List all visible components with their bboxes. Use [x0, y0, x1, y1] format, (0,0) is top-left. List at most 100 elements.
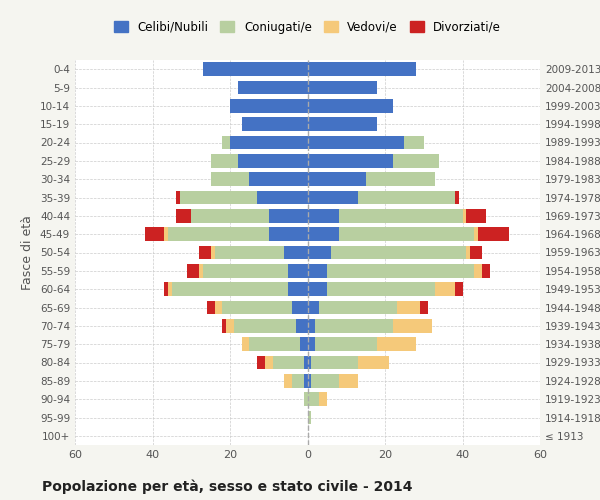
Bar [308, 228, 338, 241]
Bar [145, 228, 164, 241]
Bar [191, 209, 269, 222]
Bar [168, 228, 269, 241]
Bar [319, 392, 327, 406]
Bar [474, 264, 482, 278]
Bar [199, 264, 203, 278]
Bar [327, 264, 474, 278]
Text: Popolazione per età, sesso e stato civile - 2014: Popolazione per età, sesso e stato civil… [42, 480, 413, 494]
Bar [257, 356, 265, 370]
Bar [308, 319, 315, 332]
Bar [164, 228, 168, 241]
Bar [215, 300, 222, 314]
Bar [292, 374, 304, 388]
Bar [222, 136, 230, 149]
Bar [308, 80, 377, 94]
Bar [365, 172, 436, 186]
Bar [331, 246, 466, 260]
Bar [315, 319, 393, 332]
Bar [463, 209, 466, 222]
Bar [308, 99, 393, 112]
Bar [172, 282, 288, 296]
Bar [377, 338, 416, 351]
Bar [179, 190, 257, 204]
Bar [292, 300, 308, 314]
Bar [308, 264, 327, 278]
Bar [420, 300, 428, 314]
Bar [397, 300, 420, 314]
Bar [176, 190, 179, 204]
Bar [466, 209, 486, 222]
Bar [288, 282, 308, 296]
Bar [308, 374, 311, 388]
Bar [187, 264, 199, 278]
Bar [308, 118, 377, 131]
Bar [393, 319, 431, 332]
Bar [304, 392, 308, 406]
Bar [215, 246, 284, 260]
Bar [311, 374, 338, 388]
Bar [474, 228, 478, 241]
Bar [436, 282, 455, 296]
Bar [308, 356, 311, 370]
Bar [338, 374, 358, 388]
Bar [296, 319, 308, 332]
Bar [168, 282, 172, 296]
Bar [265, 356, 272, 370]
Bar [304, 356, 308, 370]
Bar [203, 264, 288, 278]
Bar [284, 246, 308, 260]
Bar [222, 319, 226, 332]
Bar [308, 62, 416, 76]
Bar [327, 282, 436, 296]
Bar [308, 282, 327, 296]
Bar [315, 338, 377, 351]
Bar [176, 209, 191, 222]
Bar [238, 80, 308, 94]
Bar [207, 300, 215, 314]
Bar [242, 338, 250, 351]
Bar [358, 356, 389, 370]
Bar [226, 319, 234, 332]
Bar [311, 356, 358, 370]
Bar [234, 319, 296, 332]
Bar [211, 246, 215, 260]
Bar [222, 300, 292, 314]
Bar [308, 209, 338, 222]
Bar [242, 118, 308, 131]
Bar [393, 154, 439, 168]
Bar [304, 374, 308, 388]
Bar [211, 172, 250, 186]
Bar [250, 172, 308, 186]
Bar [478, 228, 509, 241]
Bar [211, 154, 238, 168]
Bar [269, 209, 308, 222]
Bar [230, 136, 308, 149]
Bar [308, 136, 404, 149]
Bar [455, 190, 458, 204]
Bar [308, 300, 319, 314]
Bar [230, 99, 308, 112]
Bar [257, 190, 308, 204]
Bar [308, 246, 331, 260]
Bar [338, 209, 463, 222]
Bar [338, 228, 474, 241]
Bar [250, 338, 300, 351]
Bar [288, 264, 308, 278]
Bar [319, 300, 397, 314]
Legend: Celibi/Nubili, Coniugati/e, Vedovi/e, Divorziati/e: Celibi/Nubili, Coniugati/e, Vedovi/e, Di… [109, 16, 506, 38]
Bar [308, 338, 315, 351]
Bar [470, 246, 482, 260]
Y-axis label: Fasce di età: Fasce di età [22, 215, 34, 290]
Bar [284, 374, 292, 388]
Bar [199, 246, 211, 260]
Bar [300, 338, 308, 351]
Bar [308, 154, 393, 168]
Bar [482, 264, 490, 278]
Bar [269, 228, 308, 241]
Bar [308, 392, 319, 406]
Bar [308, 410, 311, 424]
Bar [308, 190, 358, 204]
Bar [466, 246, 470, 260]
Bar [272, 356, 304, 370]
Bar [238, 154, 308, 168]
